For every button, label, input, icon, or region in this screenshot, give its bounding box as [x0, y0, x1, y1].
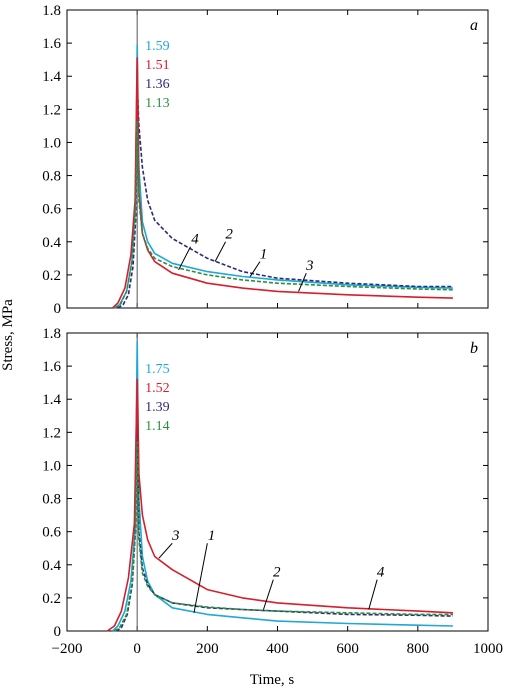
curve-number-label: 4: [377, 564, 385, 580]
y-tick-label: 0.4: [42, 558, 61, 574]
y-tick-label: 1.0: [42, 135, 61, 151]
y-tick-label: 0.8: [42, 492, 61, 508]
x-axis-label: Time, s: [250, 672, 295, 688]
x-tick-label: 200: [196, 641, 219, 657]
x-tick-label: 800: [407, 641, 430, 657]
y-tick-label: 0: [54, 624, 62, 640]
y-axis-label: Stress, MPa: [0, 299, 16, 371]
peak-value-label: 1.13: [145, 96, 170, 111]
series-line-1: [112, 340, 453, 632]
x-tick-label: 1000: [473, 641, 503, 657]
y-tick-label: 1.4: [42, 392, 61, 408]
series-line-3: [106, 378, 453, 632]
y-tick-label: 0.4: [42, 235, 61, 251]
y-tick-label: 1.2: [42, 102, 61, 118]
x-tick-label: −200: [52, 641, 83, 657]
y-tick-label: 1.4: [42, 69, 61, 85]
curve-leader-line: [368, 579, 378, 610]
y-tick-label: 1.2: [42, 425, 61, 441]
curve-number-label: 1: [260, 246, 268, 262]
series-line-4: [114, 120, 453, 309]
peak-value-label: 1.36: [145, 77, 170, 92]
y-tick-label: 0: [54, 301, 62, 317]
panel-a: 0 0.2 0.4 0.6 0.8 1.0 1.2 1.4 1.6 1.8 1.59 1.51 1.36…: [42, 3, 489, 317]
panel-letter: b: [470, 340, 478, 357]
curve-leader-line: [193, 543, 208, 613]
y-tick-label: 0.6: [42, 525, 61, 541]
y-tick-label: 0.2: [42, 268, 61, 284]
y-tick-label: 1.8: [42, 3, 61, 19]
peak-value-label: 1.14: [145, 419, 170, 434]
curve-leader-line: [249, 261, 261, 277]
panel-b: 00.20.40.60.81.01.21.41.61.8−200 0 200 400 6…: [42, 326, 503, 657]
y-tick-label: 0.6: [42, 202, 61, 218]
curve-leader-line: [178, 246, 191, 271]
series-line-3: [112, 57, 453, 309]
curve-leader-line: [298, 273, 307, 292]
series-line-2: [117, 82, 453, 309]
curve-number-label: 1: [208, 528, 216, 544]
y-tick-label: 0.2: [42, 591, 61, 607]
peak-value-label: 1.51: [145, 58, 170, 73]
panel-letter: a: [470, 17, 478, 34]
curve-number-label: 2: [273, 564, 281, 580]
y-tick-label: 1.0: [42, 458, 61, 474]
curve-leader-line: [214, 241, 227, 262]
x-tick-label: 400: [266, 641, 289, 657]
curve-number-label: 3: [171, 528, 180, 544]
peak-value-label: 1.75: [145, 362, 170, 377]
series-line-2: [115, 400, 453, 632]
curve-number-label: 2: [225, 226, 233, 242]
peak-value-label: 1.39: [145, 400, 170, 415]
y-tick-label: 1.6: [42, 36, 61, 52]
curve-number-label: 3: [305, 258, 314, 274]
curve-leader-line: [158, 542, 173, 559]
y-tick-label: 0.8: [42, 169, 61, 185]
series-line-4: [113, 441, 453, 632]
peak-value-label: 1.59: [145, 39, 170, 54]
x-tick-label: 0: [133, 641, 141, 657]
y-tick-label: 1.8: [42, 326, 61, 342]
peak-value-label: 1.52: [145, 381, 170, 396]
series-line-1: [113, 44, 453, 309]
x-tick-label: 600: [336, 641, 359, 657]
curve-leader-line: [262, 579, 274, 610]
y-tick-label: 1.6: [42, 359, 61, 375]
curve-number-label: 4: [191, 231, 199, 247]
